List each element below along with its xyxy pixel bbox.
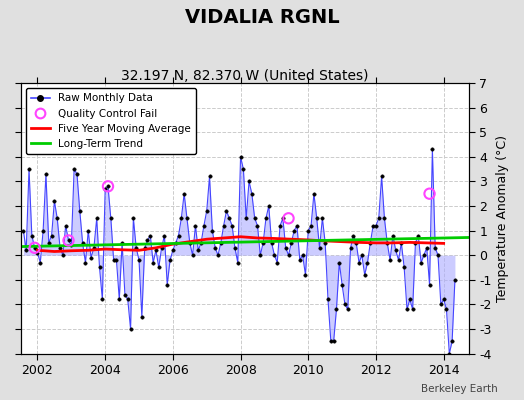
Text: VIDALIA RGNL: VIDALIA RGNL: [184, 8, 340, 27]
Point: [425, 190, 434, 197]
Legend: Raw Monthly Data, Quality Control Fail, Five Year Moving Average, Long-Term Tren: Raw Monthly Data, Quality Control Fail, …: [26, 88, 196, 154]
Title: 32.197 N, 82.370 W (United States): 32.197 N, 82.370 W (United States): [121, 69, 368, 83]
Point: [285, 215, 293, 222]
Point: [104, 183, 112, 190]
Point: [64, 237, 73, 244]
Text: Berkeley Earth: Berkeley Earth: [421, 384, 498, 394]
Y-axis label: Temperature Anomaly (°C): Temperature Anomaly (°C): [496, 135, 509, 302]
Point: [30, 245, 39, 251]
